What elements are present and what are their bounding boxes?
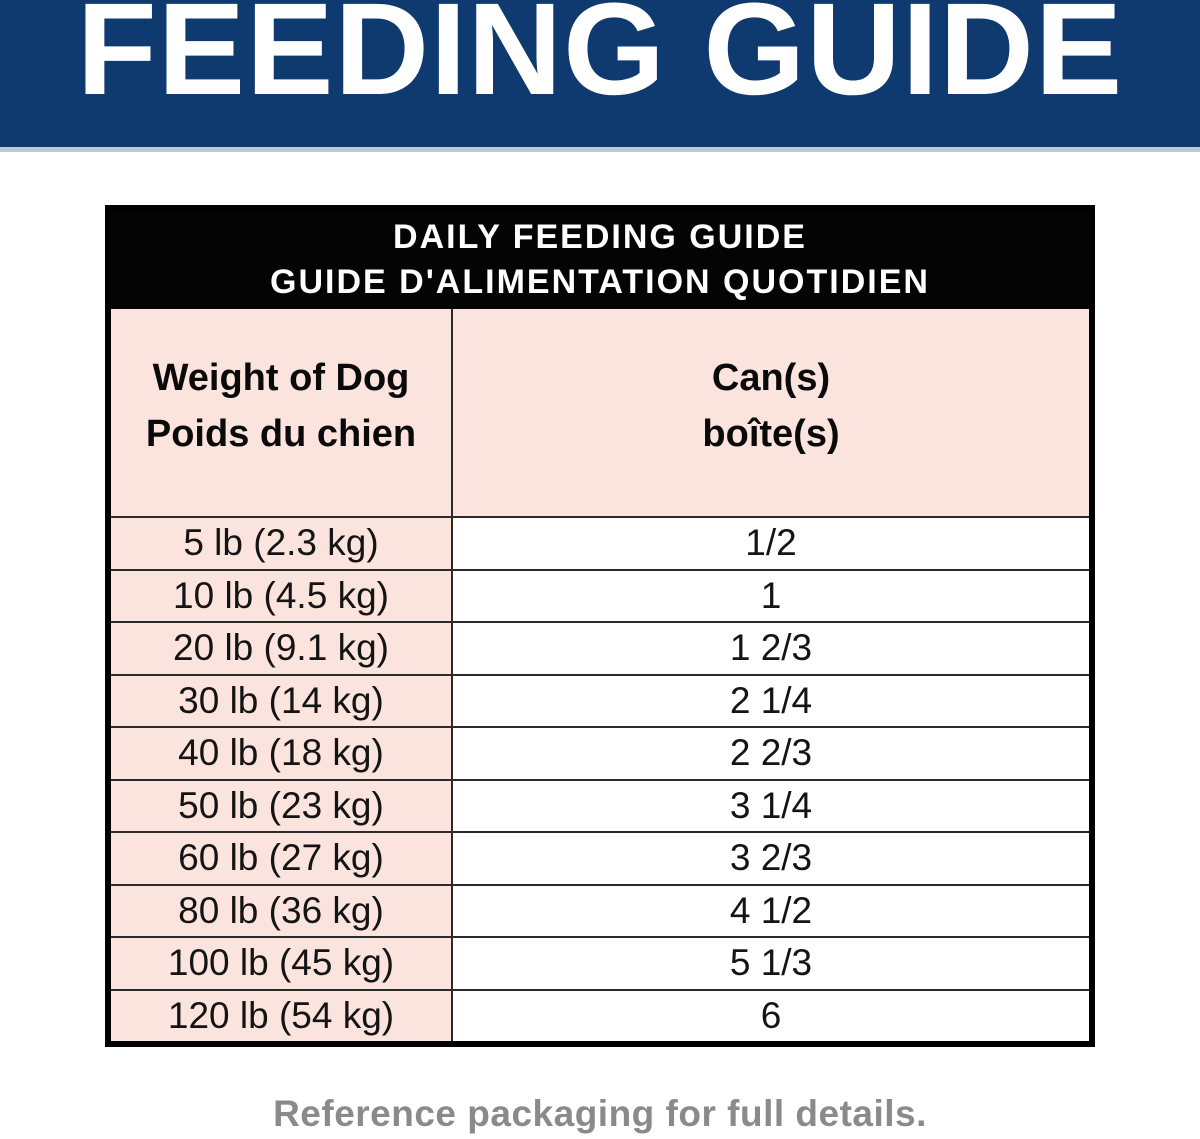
- cans-cell: 4 1/2: [453, 885, 1089, 936]
- cans-cell: 3 2/3: [453, 833, 1089, 884]
- cans-header-fr: boîte(s): [702, 412, 840, 455]
- cans-cell: 1 2/3: [453, 623, 1089, 674]
- table-row: 50 lb (23 kg) 3 1/4: [111, 778, 1089, 831]
- weight-header-en: Weight of Dog: [152, 356, 410, 399]
- page-title: FEEDING GUIDE: [76, 0, 1124, 122]
- table-header-row: Weight of Dog Poids du chien Can(s) boît…: [111, 309, 1089, 516]
- weight-cell: 20 lb (9.1 kg): [111, 623, 453, 674]
- table-row: 80 lb (36 kg) 4 1/2: [111, 883, 1089, 936]
- cans-column-header: Can(s) boîte(s): [453, 309, 1089, 516]
- weight-cell: 120 lb (54 kg): [111, 990, 453, 1041]
- weight-cell: 30 lb (14 kg): [111, 675, 453, 726]
- daily-feeding-guide-table: DAILY FEEDING GUIDE GUIDE D'ALIMENTATION…: [105, 205, 1095, 1047]
- weight-cell: 5 lb (2.3 kg): [111, 518, 453, 569]
- weight-header-fr: Poids du chien: [145, 412, 417, 455]
- weight-cell: 80 lb (36 kg): [111, 885, 453, 936]
- table-row: 5 lb (2.3 kg) 1/2: [111, 516, 1089, 569]
- cans-header-en: Can(s): [711, 356, 831, 399]
- table-title-en: DAILY FEEDING GUIDE: [393, 218, 807, 256]
- table-row: 20 lb (9.1 kg) 1 2/3: [111, 621, 1089, 674]
- reference-note: Reference packaging for full details.: [273, 1093, 927, 1134]
- table-row: 100 lb (45 kg) 5 1/3: [111, 936, 1089, 989]
- weight-column-header: Weight of Dog Poids du chien: [111, 309, 453, 516]
- table-row: 120 lb (54 kg) 6: [111, 988, 1089, 1041]
- feeding-guide-banner: FEEDING GUIDE: [0, 0, 1200, 152]
- cans-cell: 5 1/3: [453, 938, 1089, 989]
- cans-cell: 2 2/3: [453, 728, 1089, 779]
- table-row: 10 lb (4.5 kg) 1: [111, 568, 1089, 621]
- weight-cell: 10 lb (4.5 kg): [111, 570, 453, 621]
- weight-cell: 50 lb (23 kg): [111, 780, 453, 831]
- cans-cell: 1/2: [453, 518, 1089, 569]
- cans-cell: 3 1/4: [453, 780, 1089, 831]
- cans-cell: 1: [453, 570, 1089, 621]
- cans-cell: 6: [453, 990, 1089, 1041]
- cans-cell: 2 1/4: [453, 675, 1089, 726]
- table-row: 60 lb (27 kg) 3 2/3: [111, 831, 1089, 884]
- table-row: 30 lb (14 kg) 2 1/4: [111, 673, 1089, 726]
- table-title-fr: GUIDE D'ALIMENTATION QUOTIDIEN: [270, 263, 930, 301]
- table-row: 40 lb (18 kg) 2 2/3: [111, 726, 1089, 779]
- table-title-band: DAILY FEEDING GUIDE GUIDE D'ALIMENTATION…: [111, 211, 1089, 309]
- weight-cell: 100 lb (45 kg): [111, 938, 453, 989]
- weight-cell: 60 lb (27 kg): [111, 833, 453, 884]
- weight-cell: 40 lb (18 kg): [111, 728, 453, 779]
